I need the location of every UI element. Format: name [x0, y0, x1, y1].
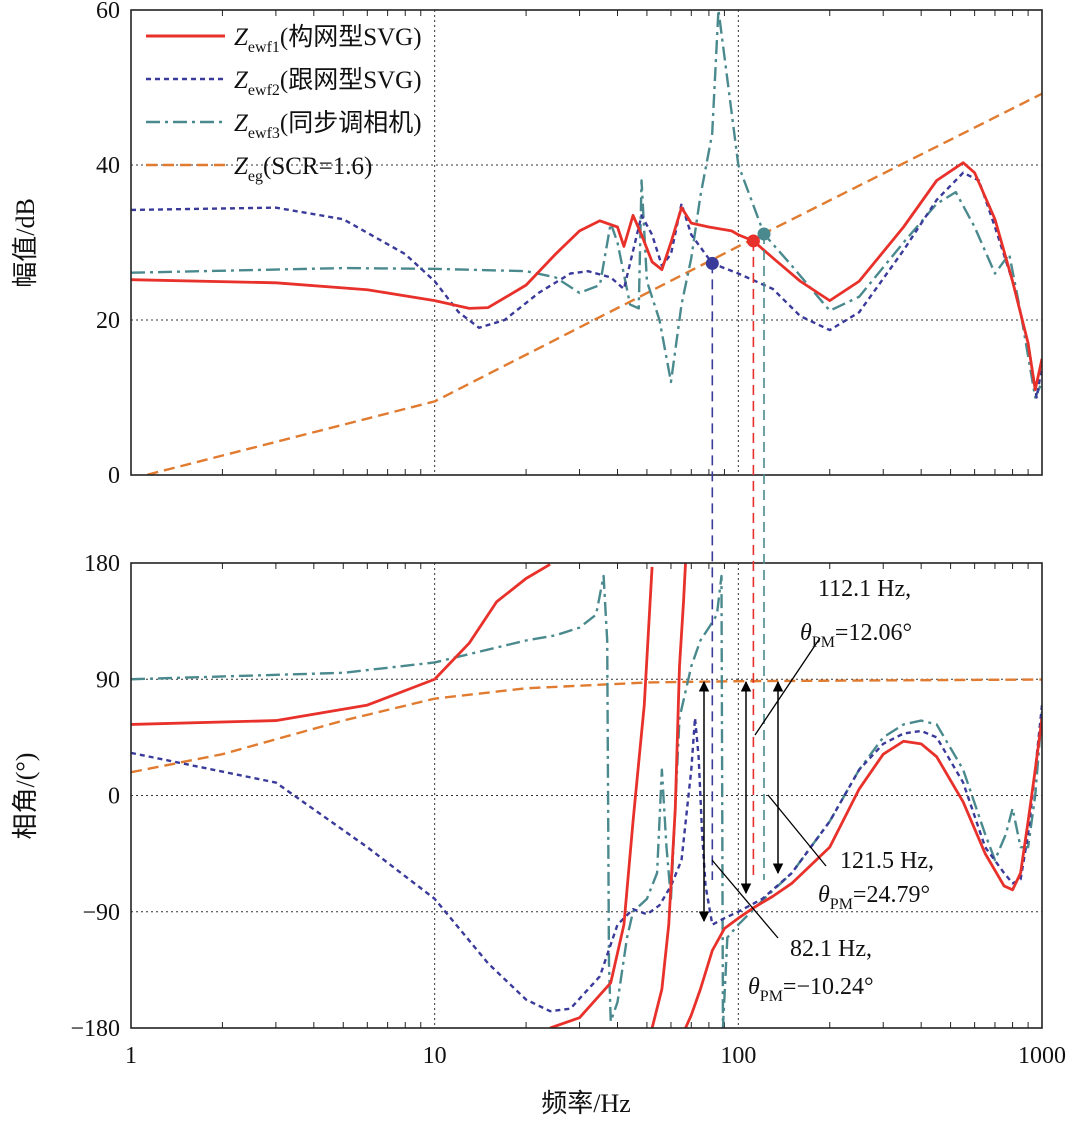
annotation-121hz-theta: θPM=24.79° [818, 882, 930, 913]
leader-82hz [711, 859, 779, 939]
phase-line-zewf2 [131, 704, 1042, 1013]
annotation-112hz: 112.1 Hz, θPM=12.06° [800, 576, 912, 651]
magnitude-y-ticks: 0 20 40 60 [96, 0, 120, 489]
legend-desc: (SCR=1.6) [263, 153, 372, 180]
legend-var: Z [234, 67, 249, 94]
magnitude-y-tick-label: 40 [96, 153, 120, 179]
legend-label-zewf3: Zewf3(同步调相机) [234, 109, 422, 142]
phase-y-tick-label: −180 [70, 1016, 120, 1042]
phase-y-ticks: 180 90 0 −90 −180 [70, 551, 120, 1042]
x-tick-label: 1000 [1018, 1043, 1066, 1069]
x-ticks: 1 10 100 1000 [125, 1043, 1066, 1069]
phase-y-tick-label: 0 [108, 784, 120, 810]
legend-var: Z [234, 110, 249, 137]
leader-121hz [767, 794, 827, 867]
legend-var: Z [234, 24, 249, 51]
annotation-82hz: 82.1 Hz, θPM=−10.24° [748, 936, 874, 1005]
phase-panel: 180 90 0 −90 −180 相角/(°) 1 10 100 1000 频率/Hz [11, 551, 1066, 1118]
legend-label-zewf1: Zewf1(构网型SVG) [234, 23, 422, 56]
magnitude-line-zewf2 [131, 171, 1042, 399]
phase-plot-frame [130, 562, 1043, 1029]
annotation-82hz-theta: θPM=−10.24° [748, 974, 874, 1005]
theta-symbol: θ [818, 882, 830, 908]
x-tick-label: 1 [125, 1043, 137, 1069]
annotation-121hz: 121.5 Hz, θPM=24.79° [818, 848, 934, 913]
crossover-marker-zewf2 [705, 256, 719, 270]
magnitude-crossover-markers [705, 227, 771, 270]
annotation-112hz-freq: 112.1 Hz, [818, 576, 911, 602]
legend-label-zewf2: Zewf2(跟网型SVG) [234, 66, 422, 99]
legend-var: Z [234, 153, 249, 180]
phase-y-tick-label: 90 [96, 667, 120, 693]
legend-sub: ewf3 [248, 125, 280, 142]
x-axis-label: 频率/Hz [541, 1089, 631, 1118]
legend: Zewf1(构网型SVG)Zewf2(跟网型SVG)Zewf3(同步调相机)Ze… [146, 23, 422, 185]
annotation-121hz-freq: 121.5 Hz, [840, 848, 934, 874]
leader-112hz [754, 637, 821, 736]
theta-value: =12.06° [835, 620, 912, 646]
legend-sub: ewf1 [248, 39, 280, 56]
phase-margin-arrows [698, 637, 827, 939]
theta-symbol: θ [748, 974, 760, 1000]
crossover-marker-zewf1 [746, 234, 760, 248]
magnitude-y-tick-label: 20 [96, 308, 120, 334]
phase-y-tick-label: 180 [84, 551, 120, 577]
theta-value: =−10.24° [783, 974, 874, 1000]
magnitude-y-tick-label: 60 [96, 0, 120, 24]
legend-sub: eg [248, 168, 263, 185]
phase-line-zeg [131, 678, 1042, 774]
marker-drop-lines [711, 233, 765, 880]
theta-value: =24.79° [853, 882, 930, 908]
theta-subscript: PM [760, 988, 783, 1005]
magnitude-line-zewf3 [131, 10, 1042, 399]
x-tick-label: 100 [720, 1043, 756, 1069]
phase-y-label: 相角/(°) [11, 753, 40, 840]
legend-desc: (同步调相机) [280, 109, 422, 137]
legend-label-zeg: Zeg(SCR=1.6) [234, 153, 372, 185]
phase-line-zewf3 [131, 574, 1042, 1028]
theta-subscript: PM [812, 634, 835, 651]
magnitude-y-label: 幅值/dB [11, 198, 40, 288]
magnitude-line-zeg [141, 92, 1042, 475]
theta-subscript: PM [830, 896, 853, 913]
magnitude-line-zewf1 [131, 161, 1042, 392]
phase-series [131, 563, 1042, 1028]
legend-sub: ewf2 [248, 82, 280, 99]
legend-desc: (构网型SVG) [280, 23, 422, 51]
annotation-112hz-theta: θPM=12.06° [800, 620, 912, 651]
crossover-marker-zewf3 [757, 227, 771, 241]
annotation-82hz-freq: 82.1 Hz, [790, 936, 872, 962]
magnitude-panel: 0 20 40 60 幅值/dB [11, 0, 1043, 489]
magnitude-grid [131, 10, 1042, 475]
legend-desc: (跟网型SVG) [280, 66, 422, 94]
magnitude-y-tick-label: 0 [108, 463, 120, 489]
phase-line-zewf1 [131, 563, 1042, 1028]
magnitude-series [131, 10, 1042, 475]
x-tick-label: 10 [423, 1043, 447, 1069]
theta-symbol: θ [800, 620, 812, 646]
phase-y-tick-label: −90 [82, 900, 120, 926]
phase-grid [131, 563, 1042, 1028]
magnitude-plot-frame [130, 9, 1043, 476]
